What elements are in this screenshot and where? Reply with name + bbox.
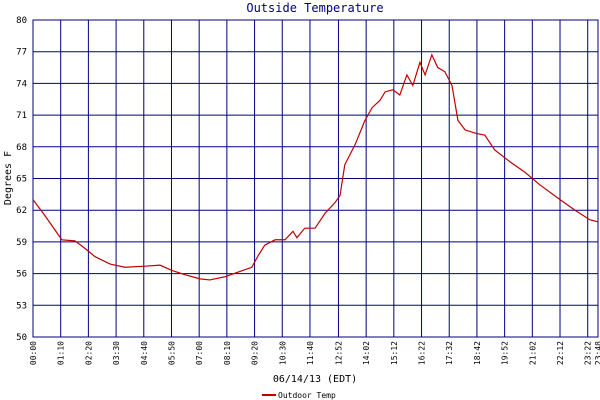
x-tick-label: 14:02 bbox=[362, 341, 371, 365]
x-tick-label: 23:48 bbox=[594, 341, 600, 365]
y-tick-label: 56 bbox=[16, 270, 27, 280]
y-tick-label: 62 bbox=[16, 206, 27, 216]
x-tick-label: 16:22 bbox=[418, 341, 427, 365]
x-tick-label: 03:30 bbox=[112, 341, 121, 365]
y-tick-label: 53 bbox=[16, 301, 27, 311]
x-tick-label: 17:32 bbox=[445, 341, 454, 365]
x-tick-label: 15:12 bbox=[390, 341, 399, 365]
y-tick-label: 65 bbox=[16, 175, 27, 185]
x-tick-label: 02:20 bbox=[84, 341, 93, 365]
x-tick-label: 19:52 bbox=[501, 341, 510, 365]
y-tick-label: 80 bbox=[16, 16, 27, 26]
x-tick-label: 23:22 bbox=[584, 341, 593, 365]
x-tick-label: 21:02 bbox=[528, 341, 537, 365]
x-tick-label: 22:12 bbox=[556, 341, 565, 365]
y-tick-label: 77 bbox=[16, 48, 27, 58]
x-tick-label: 08:10 bbox=[223, 341, 232, 365]
y-tick-label: 74 bbox=[16, 79, 27, 89]
x-axis-label: 06/14/13 (EDT) bbox=[273, 374, 357, 385]
y-tick-label: 71 bbox=[16, 111, 27, 121]
y-tick-label: 68 bbox=[16, 143, 27, 153]
data-line bbox=[32, 53, 599, 281]
x-tick-label: 04:40 bbox=[140, 341, 149, 365]
y-axis-label: Degrees F bbox=[3, 151, 14, 205]
x-tick-label: 07:00 bbox=[195, 341, 204, 365]
x-tick-label: 11:40 bbox=[306, 341, 315, 365]
x-tick-label: 12:52 bbox=[334, 341, 343, 365]
x-tick-label: 10:30 bbox=[278, 341, 287, 365]
legend-label: Outdoor Temp bbox=[278, 391, 336, 400]
x-tick-label: 09:20 bbox=[251, 341, 260, 365]
x-tick-label: 00:00 bbox=[29, 341, 38, 365]
y-tick-label: 50 bbox=[16, 333, 27, 343]
x-tick-label: 05:50 bbox=[167, 341, 176, 365]
chart-title: Outside Temperature bbox=[246, 1, 383, 15]
x-tick-label: 18:42 bbox=[473, 341, 482, 365]
y-tick-label: 59 bbox=[16, 238, 27, 248]
x-tick-label: 01:10 bbox=[57, 341, 66, 365]
